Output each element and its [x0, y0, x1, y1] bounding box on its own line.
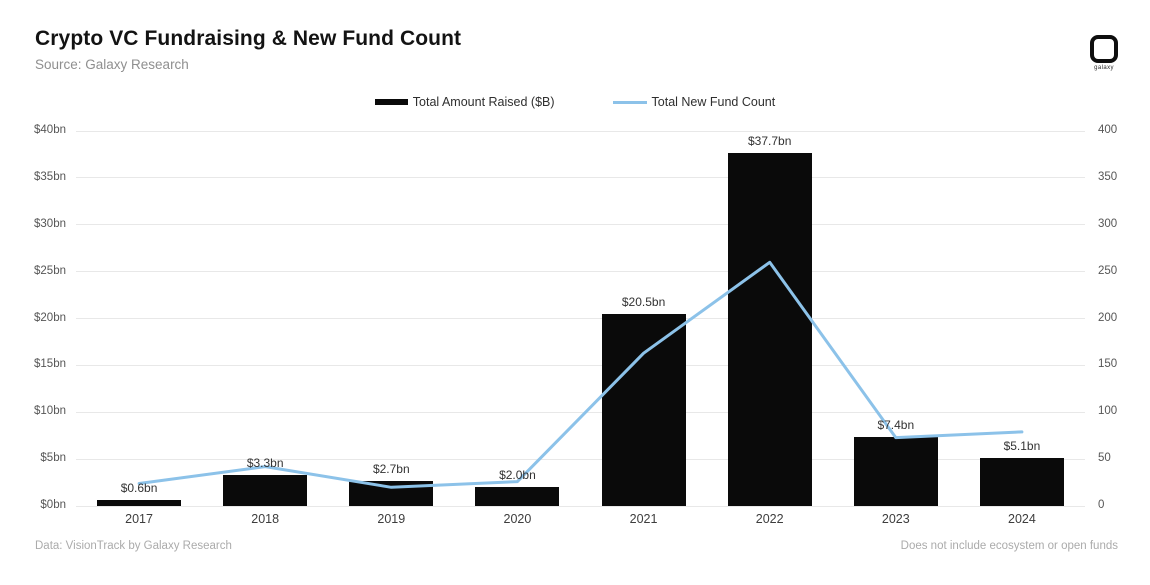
bar-value-label: $7.4bn: [877, 417, 915, 432]
left-axis-tick-label: $15bn: [34, 358, 66, 371]
bar-value-label: $3.3bn: [246, 456, 284, 471]
right-axis-tick-label: 150: [1098, 358, 1118, 371]
right-axis-tick-label: 250: [1098, 264, 1118, 277]
bar: [853, 436, 938, 506]
bar-value-label: $0.6bn: [120, 481, 158, 496]
legend-item-amount-raised: Total Amount Raised ($B): [374, 95, 555, 109]
x-axis-tick-label: 2017: [125, 512, 153, 526]
chart-area: $0.6bn $3.3bn $2.7bn $2.0bn $20.5bn $37.7bn $7…: [0, 124, 1150, 511]
left-axis-tick-label: $30bn: [34, 217, 66, 230]
gridline: [76, 411, 1085, 413]
bar: [979, 458, 1064, 506]
gridline: [76, 130, 1085, 132]
source-label: Source: Galaxy Research: [35, 57, 189, 72]
line-series-swatch-icon: [612, 100, 647, 104]
bar-value-label: $5.1bn: [1003, 439, 1041, 454]
right-axis-tick-label: 100: [1098, 405, 1118, 418]
x-axis-tick-label: 2024: [1008, 512, 1036, 526]
exclusion-note: Does not include ecosystem or open funds: [900, 540, 1118, 552]
right-axis-tick-label: 400: [1098, 124, 1118, 136]
legend-label-amount-raised: Total Amount Raised ($B): [412, 95, 555, 109]
left-axis-tick-label: $35bn: [34, 170, 66, 183]
gridline: [76, 224, 1085, 226]
plot-area: $0.6bn $3.3bn $2.7bn $2.0bn $20.5bn $37.7bn $7…: [76, 130, 1085, 507]
x-axis-tick-label: 2023: [881, 512, 910, 526]
bar: [223, 475, 308, 506]
bar: [475, 487, 560, 506]
gridline: [76, 177, 1085, 179]
left-axis-tick-label: $20bn: [34, 311, 66, 324]
x-axis: 2017 2018 2019 2020 2021 2022 2023 2024: [76, 512, 1085, 532]
gridline: [76, 271, 1085, 273]
right-axis-tick-label: 350: [1098, 170, 1118, 183]
bar-series-swatch-icon: [374, 99, 408, 105]
x-axis-tick-label: 2020: [503, 512, 532, 526]
x-axis-tick-label: 2019: [377, 512, 406, 526]
left-axis-tick-label: $40bn: [34, 124, 66, 136]
left-axis-tick-label: $5bn: [40, 452, 66, 465]
fund-count-line: [137, 260, 1024, 489]
gridline: [76, 318, 1085, 319]
bar: [601, 313, 686, 506]
bar-value-label: $2.7bn: [372, 461, 410, 476]
data-source-note: Data: VisionTrack by Galaxy Research: [35, 540, 232, 552]
legend-item-fund-count: Total New Fund Count: [612, 95, 776, 109]
left-axis-tick-label: $0bn: [40, 499, 66, 511]
galaxy-logo: galaxy: [1082, 35, 1126, 71]
gridline: [76, 458, 1085, 460]
bar: [727, 152, 812, 506]
left-axis-tick-label: $10bn: [34, 405, 66, 418]
left-axis-tick-label: $25bn: [34, 264, 66, 277]
x-axis-tick-label: 2021: [629, 512, 658, 526]
right-axis-tick-label: 200: [1098, 311, 1118, 324]
galaxy-logo-label: galaxy: [1094, 65, 1114, 71]
right-axis-tick-label: 300: [1098, 217, 1118, 230]
galaxy-squircle-icon: [1090, 35, 1118, 63]
x-axis-tick-label: 2018: [251, 512, 280, 526]
bar: [97, 500, 182, 506]
bar-value-label: $20.5bn: [621, 294, 666, 309]
right-axis-tick-label: 0: [1098, 499, 1105, 511]
chart-legend: Total Amount Raised ($B) Total New Fund …: [0, 95, 1150, 109]
right-axis-tick-label: 50: [1098, 452, 1111, 465]
bar-value-label: $2.0bn: [499, 468, 536, 483]
gridline: [76, 505, 1085, 507]
gridline: [76, 364, 1085, 366]
page-title: Crypto VC Fundraising & New Fund Count: [35, 27, 462, 50]
legend-label-fund-count: Total New Fund Count: [651, 95, 776, 109]
bar-value-label: $37.7bn: [747, 133, 792, 148]
x-axis-tick-label: 2022: [755, 512, 784, 526]
